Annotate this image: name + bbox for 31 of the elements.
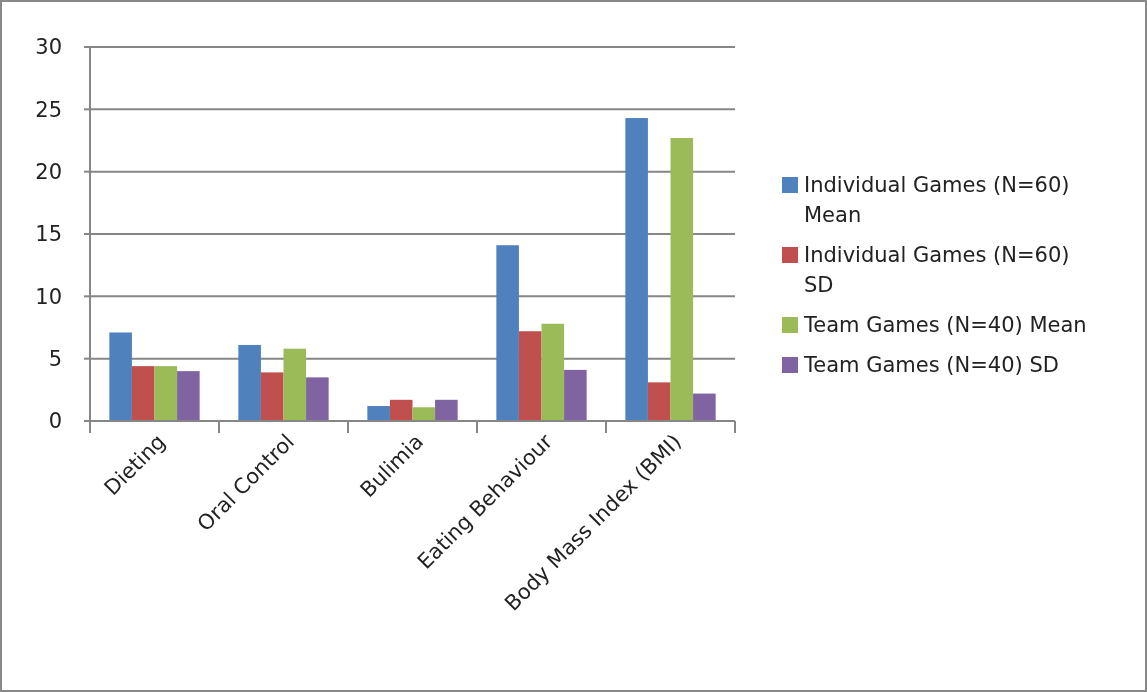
y-tick-label: 10: [35, 284, 62, 309]
legend-label: Team Games (N=40) Mean: [803, 313, 1087, 338]
bar: [154, 366, 178, 421]
y-tick-label: 5: [48, 347, 62, 372]
bar: [306, 377, 329, 421]
bar: [625, 118, 648, 421]
bar: [412, 407, 436, 421]
y-tick-label: 25: [35, 97, 62, 122]
bar: [131, 366, 155, 421]
bar: [367, 406, 390, 421]
bar: [670, 138, 694, 421]
bar: [435, 399, 458, 421]
bar: [283, 348, 307, 421]
bar: [109, 332, 132, 421]
bar: [541, 323, 565, 421]
legend-label: Team Games (N=40) SD: [803, 353, 1059, 378]
bar: [496, 245, 519, 421]
bar: [693, 393, 716, 421]
bar: [518, 331, 542, 421]
bar: [564, 369, 587, 421]
y-tick-label: 20: [35, 160, 62, 185]
legend-label: Individual Games (N=60) Mean: [804, 173, 1070, 228]
bar: [238, 344, 261, 421]
y-tick-label: 15: [35, 222, 62, 247]
y-tick-label: 0: [48, 409, 62, 434]
bar: [177, 371, 200, 421]
y-tick-label: 30: [35, 35, 62, 60]
bar: [260, 372, 284, 421]
legend-label: Individual Games (N=60) SD: [804, 243, 1070, 298]
bar: [647, 382, 671, 421]
bar: [389, 399, 413, 421]
